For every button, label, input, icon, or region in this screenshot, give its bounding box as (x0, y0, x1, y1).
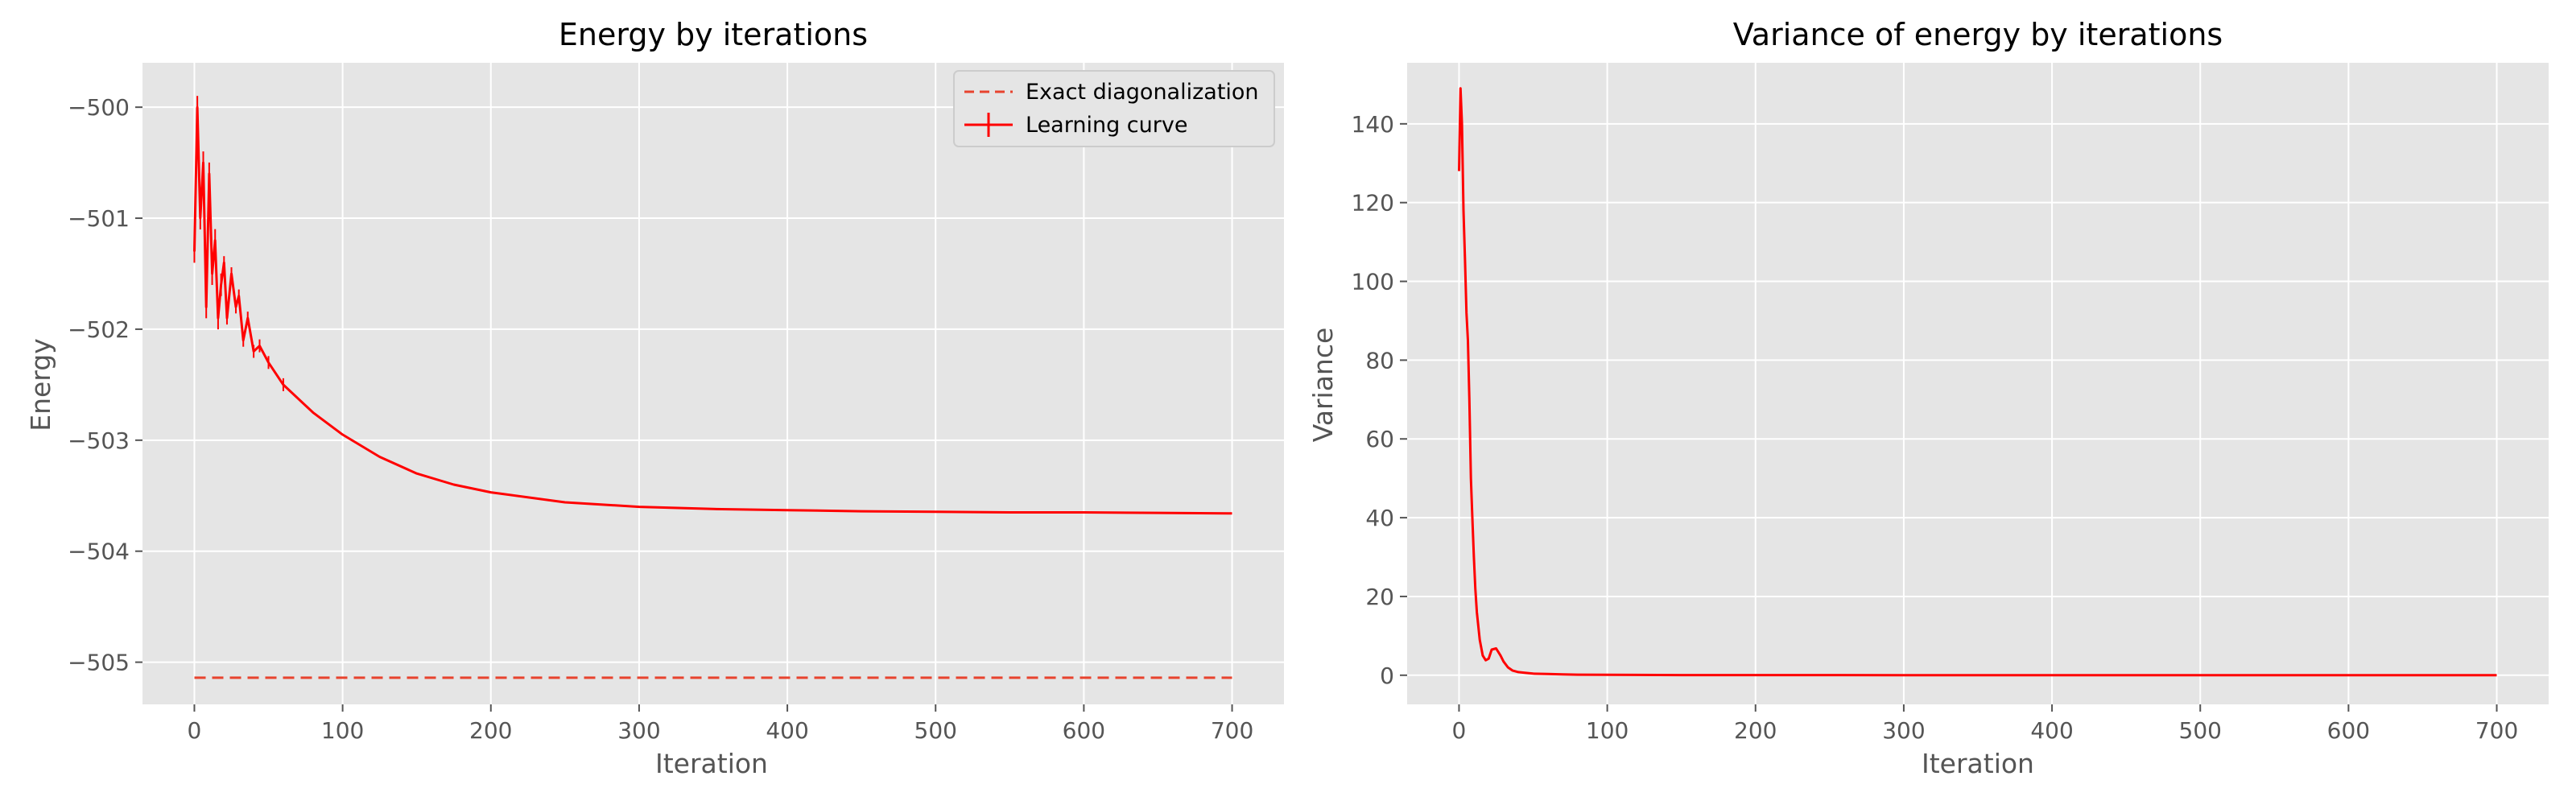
energy-x-tick-label: 300 (617, 717, 660, 744)
energy-x-tick-label: 0 (188, 717, 202, 744)
variance-y-tick-label: 120 (1352, 190, 1394, 217)
variance-y-ticks: 0 20 40 60 80 100 120 140 (1352, 111, 1407, 689)
energy-y-tick-label: −502 (68, 316, 130, 343)
energy-y-label: Energy (25, 338, 56, 431)
energy-y-ticks: −505 −504 −503 −502 −501 −500 (68, 94, 142, 676)
variance-x-tick-label: 100 (1586, 717, 1629, 744)
energy-x-tick-label: 600 (1063, 717, 1105, 744)
variance-x-label: Iteration (1922, 748, 2034, 779)
legend-exact-label: Exact diagonalization (1026, 80, 1259, 105)
variance-y-label: Variance (1307, 328, 1339, 443)
energy-x-tick-label: 700 (1211, 717, 1253, 744)
variance-series-line-variance (1458, 87, 2497, 677)
variance-x-tick-label: 300 (1882, 717, 1925, 744)
energy-chart: 0 100 200 300 400 500 600 700 −505−504−503−502−… (25, 17, 1284, 779)
energy-y-tick-label: −503 (68, 427, 130, 454)
energy-plot-area (142, 63, 1284, 704)
energy-legend: Exact diagonalization Learning curve (953, 70, 1275, 147)
variance-x-ticks: 0 100 200 300 400 500 600 700 (1452, 704, 2518, 744)
energy-series (193, 96, 1232, 679)
energy-y-tick-label: −501 (68, 205, 130, 232)
variance-y-tick-label: 100 (1352, 269, 1394, 295)
energy-x-tick-label: 200 (469, 717, 512, 744)
variance-y-tick-label: 80 (1365, 347, 1394, 374)
energy-y-tick-label: −500 (68, 94, 130, 121)
variance-series (1458, 87, 2497, 677)
variance-chart: 0 100 200 300 400 500 600 700 0 20 40 60 80 100 120 14… (1307, 17, 2549, 779)
energy-x-ticks: 0 100 200 300 400 500 600 700 (188, 704, 1253, 744)
variance-y-tick-label: 0 (1380, 663, 1394, 689)
variance-x-tick-label: 600 (2327, 717, 2370, 744)
energy-x-tick-label: 100 (321, 717, 364, 744)
legend-learning-label: Learning curve (1026, 113, 1187, 138)
variance-y-tick-label: 60 (1365, 426, 1394, 452)
variance-x-tick-label: 0 (1452, 717, 1467, 744)
variance-title: Variance of energy by iterations (1733, 17, 2223, 52)
energy-x-label: Iteration (655, 748, 768, 779)
variance-x-tick-label: 400 (2030, 717, 2073, 744)
variance-y-tick-label: 40 (1365, 505, 1394, 531)
energy-x-tick-label: 500 (914, 717, 957, 744)
variance-y-tick-label: 20 (1365, 584, 1394, 610)
variance-y-tick-label: 140 (1352, 111, 1394, 138)
energy-y-tick-label: −504 (68, 539, 130, 565)
energy-y-tick-label: −505 (68, 650, 130, 676)
variance-x-tick-label: 500 (2179, 717, 2222, 744)
energy-title: Energy by iterations (559, 17, 868, 52)
energy-x-tick-label: 400 (766, 717, 808, 744)
variance-x-tick-label: 200 (1734, 717, 1777, 744)
variance-x-tick-label: 700 (2475, 717, 2518, 744)
legend-box (953, 70, 1275, 147)
variance-plot-area (1407, 63, 2549, 704)
